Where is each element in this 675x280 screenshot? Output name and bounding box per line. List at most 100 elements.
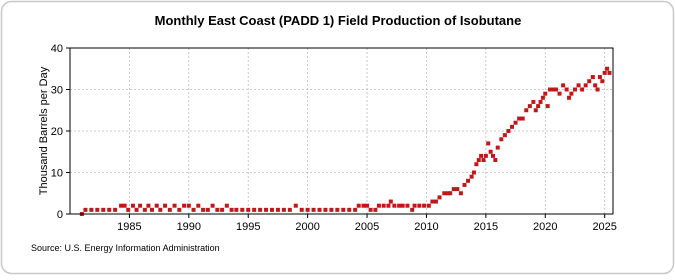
data-point <box>412 203 417 208</box>
data-point <box>163 203 168 208</box>
data-point <box>386 203 391 208</box>
data-point <box>499 137 504 142</box>
data-point <box>392 203 397 208</box>
data-point <box>426 203 431 208</box>
data-point <box>488 149 493 154</box>
data-point <box>481 158 486 163</box>
data-point <box>376 203 381 208</box>
data-point <box>353 207 358 212</box>
data-point <box>305 207 310 212</box>
plot-frame <box>69 47 614 215</box>
data-point <box>177 207 182 212</box>
data-point <box>595 87 600 92</box>
data-point <box>89 207 94 212</box>
data-point <box>258 207 263 212</box>
data-point <box>365 203 370 208</box>
data-point <box>146 203 151 208</box>
data-point <box>513 120 518 125</box>
data-point <box>493 158 498 163</box>
data-point <box>329 207 334 212</box>
data-point <box>220 207 225 212</box>
data-point <box>361 203 366 208</box>
y-tick-label: 40 <box>51 43 63 55</box>
x-tick-label: 2010 <box>414 221 438 233</box>
data-point <box>602 70 607 75</box>
data-point <box>527 104 532 109</box>
data-point <box>229 207 234 212</box>
data-point <box>517 116 522 121</box>
data-point <box>597 75 602 80</box>
data-point <box>583 83 588 88</box>
data-point <box>182 203 187 208</box>
data-point <box>417 203 422 208</box>
data-point <box>172 203 177 208</box>
data-point <box>550 87 555 92</box>
data-point <box>269 207 274 212</box>
data-point <box>605 66 610 71</box>
data-point <box>502 133 507 138</box>
data-point <box>158 207 163 212</box>
data-point <box>422 203 427 208</box>
x-tick-label: 2000 <box>295 221 319 233</box>
data-point <box>455 187 460 192</box>
data-point <box>545 104 550 109</box>
data-point <box>101 207 106 212</box>
data-point <box>471 170 476 175</box>
data-point <box>134 207 139 212</box>
data-point <box>287 207 292 212</box>
data-point <box>483 153 488 158</box>
y-axis-label: Thousand Barrels per Day <box>38 66 50 195</box>
data-point <box>531 99 536 104</box>
data-point <box>323 207 328 212</box>
data-point <box>553 87 558 92</box>
data-point <box>126 207 131 212</box>
data-point <box>252 207 257 212</box>
x-tick-label: 2020 <box>533 221 557 233</box>
data-point <box>538 99 543 104</box>
data-point <box>580 87 585 92</box>
data-point <box>201 207 206 212</box>
data-point <box>437 195 442 200</box>
data-point <box>196 203 201 208</box>
source-note: Source: U.S. Energy Information Administ… <box>31 243 220 253</box>
data-point <box>381 203 386 208</box>
data-point <box>543 91 548 96</box>
data-point <box>400 203 405 208</box>
y-tick-label: 30 <box>51 85 63 97</box>
data-point <box>373 207 378 212</box>
data-point <box>83 207 88 212</box>
data-point <box>167 207 172 212</box>
data-point <box>572 87 577 92</box>
data-point <box>191 207 196 212</box>
data-point <box>593 83 598 88</box>
data-point <box>335 207 340 212</box>
y-tick-label: 10 <box>51 168 63 180</box>
data-point <box>564 87 569 92</box>
y-tick-label: 0 <box>57 209 63 221</box>
chart-title: Monthly East Coast (PADD 1) Field Produc… <box>155 13 522 28</box>
data-point <box>347 207 352 212</box>
data-point <box>561 83 566 88</box>
data-point <box>490 153 495 158</box>
data-point <box>122 203 127 208</box>
data-point <box>138 203 143 208</box>
data-point <box>451 187 456 192</box>
data-point <box>186 203 191 208</box>
data-point <box>540 95 545 100</box>
data-point <box>410 207 415 212</box>
data-point <box>119 203 124 208</box>
data-point <box>246 207 251 212</box>
data-point <box>205 207 210 212</box>
data-point <box>405 203 410 208</box>
data-point <box>154 203 159 208</box>
data-point <box>317 207 322 212</box>
data-point <box>442 191 447 196</box>
data-point <box>293 203 298 208</box>
data-point <box>130 203 135 208</box>
data-point <box>458 191 463 196</box>
data-point <box>479 153 484 158</box>
data-point <box>234 207 239 212</box>
x-tick-label: 2025 <box>592 221 616 233</box>
data-point <box>576 83 581 88</box>
